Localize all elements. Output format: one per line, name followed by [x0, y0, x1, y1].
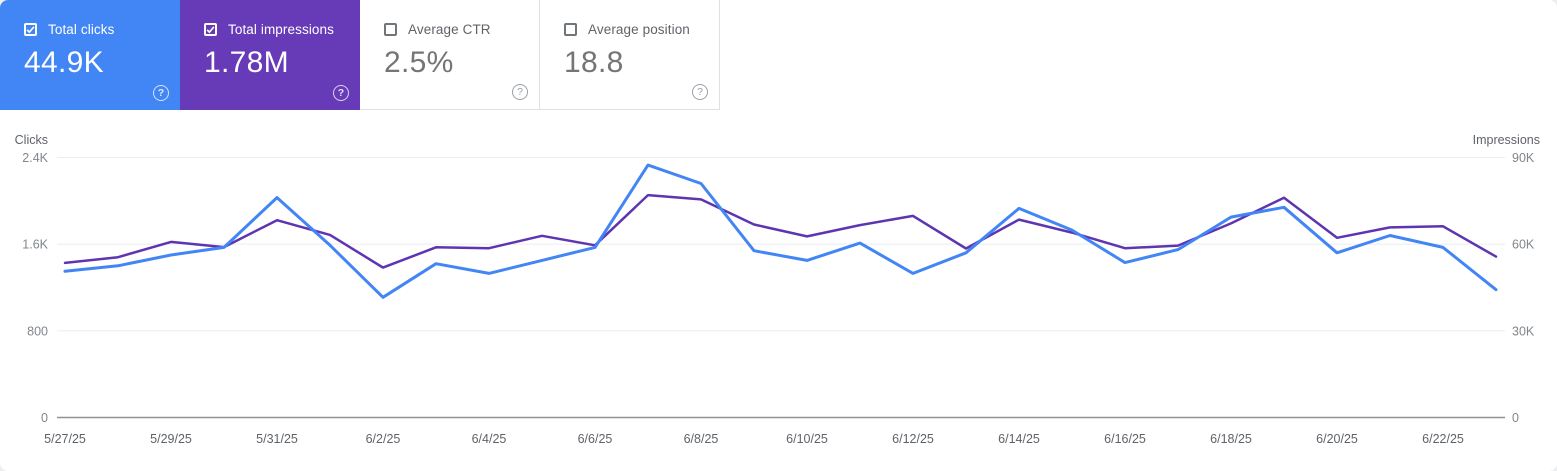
card-total-clicks[interactable]: Total clicks 44.9K ?	[0, 0, 180, 110]
card-average-ctr[interactable]: Average CTR 2.5% ?	[360, 0, 540, 110]
help-icon[interactable]: ?	[153, 85, 169, 101]
x-axis-date-label: 6/8/25	[684, 432, 719, 446]
checkbox-average-ctr[interactable]	[384, 23, 397, 36]
metric-cards: Total clicks 44.9K ? Total impressions 1…	[0, 0, 720, 110]
x-axis-date-label: 6/22/25	[1422, 432, 1464, 446]
card-label: Total impressions	[228, 22, 334, 37]
left-axis-tick: 800	[27, 324, 48, 338]
card-value: 18.8	[564, 46, 624, 79]
card-value: 2.5%	[384, 46, 454, 79]
x-axis-date-label: 6/16/25	[1104, 432, 1146, 446]
x-axis-date-label: 5/27/25	[44, 432, 86, 446]
x-axis-date-label: 6/14/25	[998, 432, 1040, 446]
x-axis-date-label: 6/2/25	[366, 432, 401, 446]
right-axis-title: Impressions	[1473, 133, 1540, 147]
x-axis-date-label: 5/31/25	[256, 432, 298, 446]
right-axis-tick: 90K	[1512, 151, 1535, 165]
x-axis-date-label: 6/6/25	[578, 432, 613, 446]
impressions-line	[63, 193, 1498, 269]
card-value: 44.9K	[24, 46, 104, 79]
card-total-impressions[interactable]: Total impressions 1.78M ?	[180, 0, 360, 110]
left-axis-tick: 1.6K	[22, 238, 48, 252]
card-label: Total clicks	[48, 22, 115, 37]
x-axis-date-label: 6/20/25	[1316, 432, 1358, 446]
checkbox-total-impressions[interactable]	[204, 23, 217, 36]
checkmark-icon	[26, 26, 35, 34]
card-value: 1.78M	[204, 46, 289, 79]
x-axis-date-label: 6/12/25	[892, 432, 934, 446]
x-axis-date-label: 5/29/25	[150, 432, 192, 446]
card-label: Average CTR	[408, 22, 491, 37]
right-axis-tick: 0	[1512, 411, 1519, 425]
left-axis-title: Clicks	[15, 133, 48, 147]
help-icon[interactable]: ?	[333, 85, 349, 101]
left-axis-tick: 0	[41, 411, 48, 425]
left-axis-tick: 2.4K	[22, 151, 48, 165]
x-axis-date-label: 6/10/25	[786, 432, 828, 446]
help-icon[interactable]: ?	[512, 84, 528, 100]
checkbox-average-position[interactable]	[564, 23, 577, 36]
help-icon[interactable]: ?	[692, 84, 708, 100]
checkbox-total-clicks[interactable]	[24, 23, 37, 36]
x-axis-date-label: 6/18/25	[1210, 432, 1252, 446]
x-axis-date-label: 6/4/25	[472, 432, 507, 446]
clicks-line	[63, 163, 1498, 299]
right-axis-tick: 30K	[1512, 324, 1535, 338]
card-label: Average position	[588, 22, 690, 37]
right-axis-tick: 60K	[1512, 238, 1535, 252]
checkmark-icon	[206, 26, 215, 34]
card-average-position[interactable]: Average position 18.8 ?	[540, 0, 720, 110]
